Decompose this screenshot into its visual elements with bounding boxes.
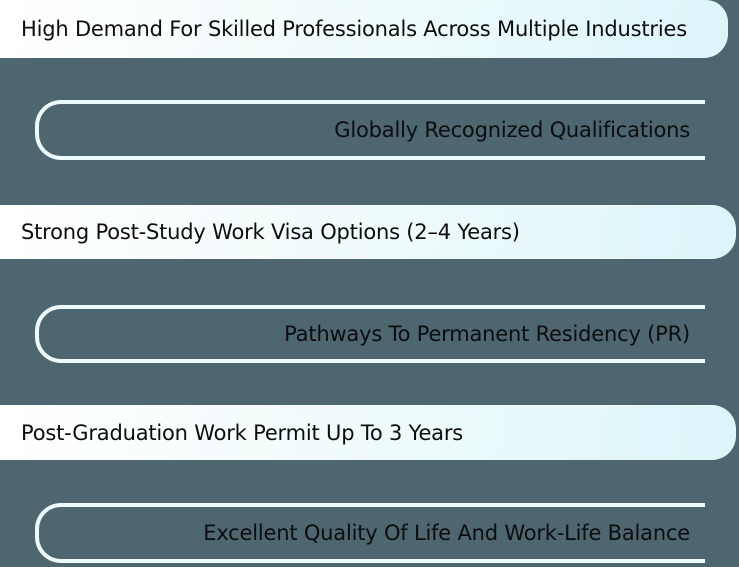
- benefit-bar-label: Globally Recognized Qualifications: [334, 118, 690, 142]
- benefit-bar-global-qualifications: Globally Recognized Qualifications: [35, 100, 705, 160]
- benefit-bar-label: Strong Post-Study Work Visa Options (2–4…: [21, 220, 520, 244]
- benefit-bar-post-study-visa: Strong Post-Study Work Visa Options (2–4…: [0, 205, 736, 259]
- benefit-bar-pr-pathways: Pathways To Permanent Residency (PR): [35, 305, 705, 363]
- benefit-bar-quality-of-life: Excellent Quality Of Life And Work-Life …: [35, 503, 705, 563]
- benefit-bar-label: Pathways To Permanent Residency (PR): [284, 322, 690, 346]
- benefit-bar-work-permit: Post-Graduation Work Permit Up To 3 Year…: [0, 405, 736, 460]
- benefit-bar-label: High Demand For Skilled Professionals Ac…: [21, 17, 687, 41]
- benefit-bar-high-demand: High Demand For Skilled Professionals Ac…: [0, 0, 728, 58]
- benefit-bar-label: Excellent Quality Of Life And Work-Life …: [203, 521, 690, 545]
- benefit-bar-label: Post-Graduation Work Permit Up To 3 Year…: [21, 420, 464, 445]
